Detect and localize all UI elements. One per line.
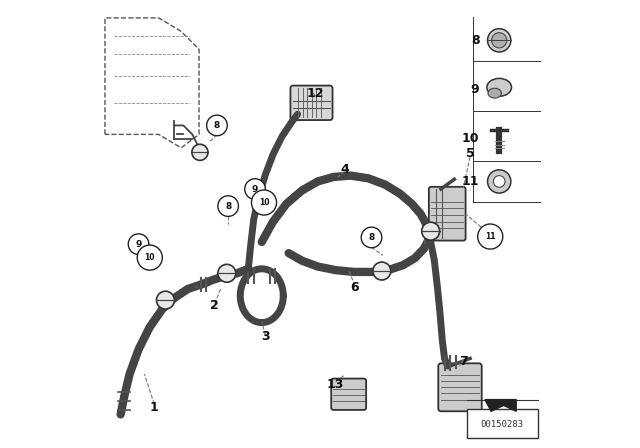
Text: 8: 8 — [471, 34, 479, 47]
Circle shape — [493, 176, 505, 187]
Circle shape — [156, 291, 174, 309]
Text: 7: 7 — [459, 355, 468, 369]
Text: 11: 11 — [485, 232, 495, 241]
Text: 1: 1 — [150, 401, 159, 414]
Circle shape — [422, 222, 440, 240]
Text: 8: 8 — [214, 121, 220, 130]
Circle shape — [252, 190, 276, 215]
Text: 10: 10 — [145, 253, 155, 262]
Circle shape — [492, 33, 507, 48]
Circle shape — [128, 234, 149, 254]
Text: 12: 12 — [307, 86, 324, 100]
Text: 8: 8 — [225, 202, 231, 211]
Text: 13: 13 — [327, 378, 344, 391]
Circle shape — [488, 170, 511, 193]
Text: 3: 3 — [261, 330, 269, 344]
FancyBboxPatch shape — [291, 86, 333, 120]
FancyBboxPatch shape — [429, 187, 466, 241]
Text: 6: 6 — [351, 281, 359, 294]
Circle shape — [361, 227, 382, 248]
Circle shape — [373, 262, 391, 280]
Circle shape — [192, 144, 208, 160]
Text: 9: 9 — [136, 240, 141, 249]
Circle shape — [137, 245, 163, 270]
Text: 00150283: 00150283 — [481, 420, 524, 429]
Text: 8: 8 — [369, 233, 374, 242]
Circle shape — [218, 264, 236, 282]
Circle shape — [244, 179, 266, 199]
FancyBboxPatch shape — [467, 409, 538, 438]
Text: 11: 11 — [462, 175, 479, 188]
Ellipse shape — [488, 88, 502, 98]
Polygon shape — [485, 400, 516, 411]
Ellipse shape — [487, 78, 511, 96]
Text: 10: 10 — [462, 132, 479, 146]
Circle shape — [477, 224, 503, 249]
FancyBboxPatch shape — [332, 379, 366, 410]
FancyBboxPatch shape — [438, 363, 482, 411]
Circle shape — [488, 29, 511, 52]
Text: 2: 2 — [211, 299, 219, 312]
Circle shape — [218, 196, 239, 216]
Circle shape — [207, 115, 227, 136]
Text: 5: 5 — [466, 146, 474, 160]
Text: 10: 10 — [259, 198, 269, 207]
Text: 9: 9 — [252, 185, 258, 194]
Text: 9: 9 — [471, 83, 479, 96]
Text: 4: 4 — [340, 163, 349, 176]
